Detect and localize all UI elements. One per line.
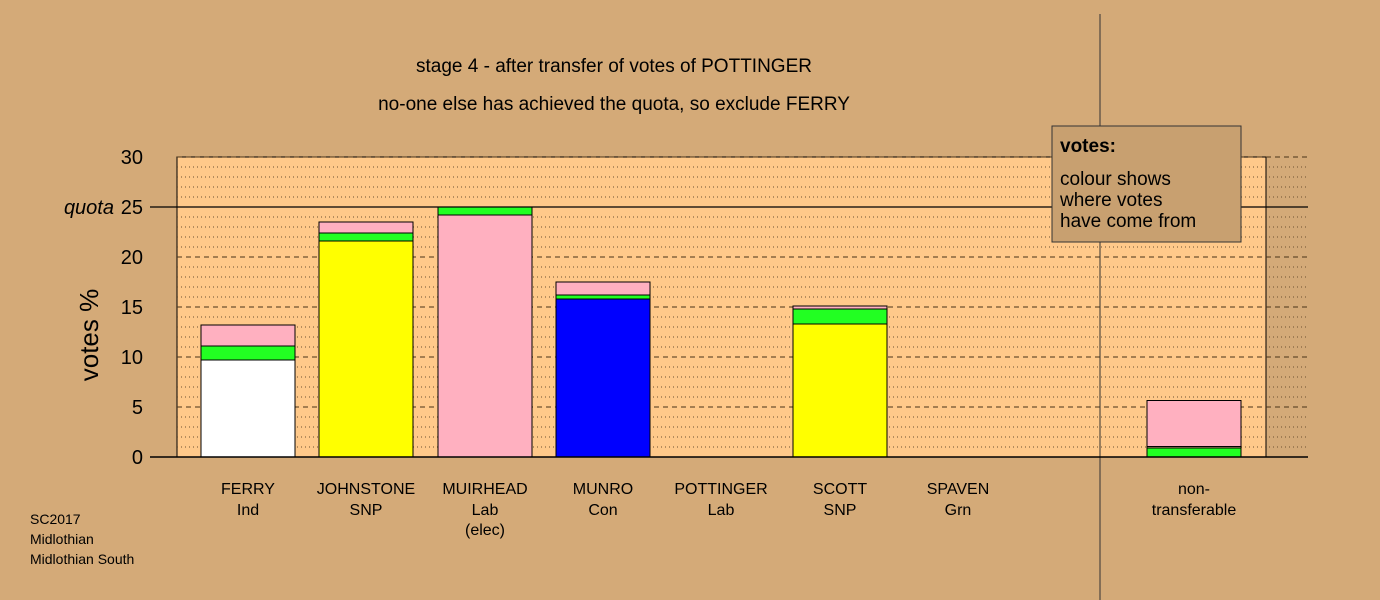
y-tick-label: 25: [121, 197, 143, 219]
bar-segment: [437, 214, 533, 458]
nontransferable-label: non-: [1178, 481, 1210, 498]
chart-subtitle: no-one else has achieved the quota, so e…: [378, 94, 850, 115]
legend-text: where votes: [1059, 190, 1162, 211]
y-tick-label: 0: [132, 447, 143, 469]
nontransferable-segment: [1146, 400, 1242, 447]
y-tick-label: 15: [121, 297, 143, 319]
bar-segment: [555, 294, 651, 300]
bar-segment: [555, 281, 651, 296]
y-tick-label: 5: [132, 397, 143, 419]
candidate-note: (elec): [465, 522, 505, 539]
y-tick-label: 10: [121, 347, 143, 369]
candidate-name: FERRY: [221, 481, 275, 498]
footer-election: SC2017: [30, 511, 81, 527]
bar-segment: [200, 345, 296, 361]
candidate-name: POTTINGER: [674, 481, 767, 498]
candidate-name: JOHNSTONE: [317, 481, 415, 498]
candidate-party: SNP: [824, 502, 857, 519]
footer-ward: Midlothian South: [30, 551, 135, 567]
quota-label: quota: [64, 197, 114, 219]
candidate-party: SNP: [350, 502, 383, 519]
bar-segment: [555, 298, 651, 458]
y-tick-label: 30: [121, 147, 143, 169]
candidate-name: SCOTT: [813, 481, 867, 498]
bar-segment: [792, 305, 888, 310]
legend-box: [1051, 125, 1242, 243]
y-axis-label: votes %: [74, 289, 104, 382]
chart-title: stage 4 - after transfer of votes of POT…: [416, 56, 812, 77]
bar-segment: [200, 359, 296, 458]
nontransferable-segment: [1146, 447, 1242, 458]
bar-segment: [200, 324, 296, 347]
bar-segment: [318, 232, 414, 242]
bar-segment: [792, 308, 888, 325]
candidate-name: SPAVEN: [927, 481, 990, 498]
candidate-name: MUIRHEAD: [442, 481, 527, 498]
candidate-party: Ind: [237, 502, 259, 519]
candidate-party: Con: [588, 502, 617, 519]
nontransferable-label: transferable: [1152, 502, 1237, 519]
legend-title: votes:: [1060, 136, 1116, 157]
candidate-party: Lab: [708, 502, 735, 519]
candidate-party: Lab: [472, 502, 499, 519]
bar-segment: [318, 240, 414, 458]
legend-text: have come from: [1060, 211, 1196, 232]
bar-segment: [318, 221, 414, 234]
legend-text: colour shows: [1060, 169, 1171, 190]
y-tick-label: 20: [121, 247, 143, 269]
bar-segment: [437, 206, 533, 216]
candidate-party: Grn: [945, 502, 972, 519]
footer: SC2017 Midlothian Midlothian South: [30, 509, 134, 569]
footer-council: Midlothian: [30, 531, 94, 547]
candidate-name: MUNRO: [573, 481, 633, 498]
bar-segment: [792, 323, 888, 458]
